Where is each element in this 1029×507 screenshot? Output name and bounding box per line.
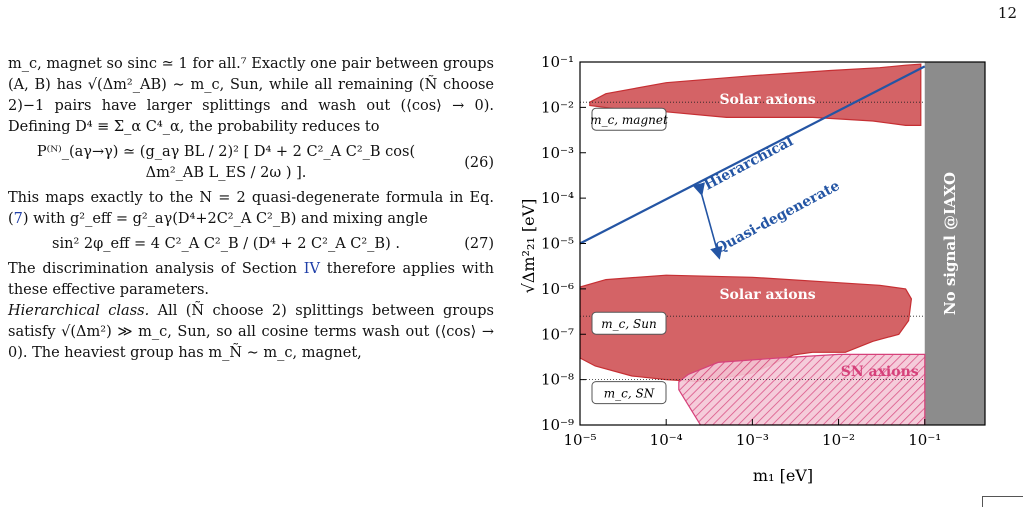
paragraph-3-post: therefore applies with these effective p… <box>8 261 494 298</box>
corner-box <box>982 496 1023 507</box>
x-tick-label-1: 10⁻⁴ <box>650 431 683 449</box>
x-tick-label-0: 10⁻⁵ <box>563 431 596 449</box>
paragraph-4: Hierarchical class. All (Ñ choose 2) spl… <box>8 301 494 364</box>
y-tick-label-4: 10⁻⁵ <box>541 235 574 253</box>
paragraph-2-pre: This maps exactly to the N = 2 quasi-deg… <box>8 190 494 227</box>
reference-label-1: m_c, Sun <box>601 317 656 331</box>
region-label-1: Solar axions <box>719 287 815 303</box>
region-label-2: SN axions <box>841 364 919 380</box>
equation-26-number: (26) <box>464 154 494 171</box>
y-tick-label-8: 10⁻¹ <box>541 53 574 71</box>
reference-label-box-1 <box>591 311 667 335</box>
excluded-band-label: No signal @IAXO <box>941 172 959 315</box>
eq7-link[interactable]: 7 <box>13 211 23 227</box>
y-axis-label: √Δm²₂₁ [eV] <box>520 199 538 294</box>
reference-label-2: m_c, SN <box>604 387 655 401</box>
paragraph-1: m_c, magnet so sinc ≃ 1 for all.⁷ Exactl… <box>8 56 494 135</box>
region-label-0: Solar axions <box>719 92 815 108</box>
paragraph-3: The discrimination analysis of Section I… <box>8 259 494 301</box>
page-number: 12 <box>997 4 1017 22</box>
equation-26-body: P⁽ᴺ⁾_(aγ→γ) ≃ (g_aγ BL / 2)² [ D⁴ + 2 C²… <box>36 144 416 181</box>
y-tick-label-7: 10⁻² <box>541 98 574 116</box>
y-tick-label-3: 10⁻⁶ <box>541 280 574 298</box>
region-2 <box>678 353 926 425</box>
paragraph-4-lead: Hierarchical class. <box>8 303 150 319</box>
excluded-band <box>924 62 985 425</box>
section-iv-link[interactable]: IV <box>303 261 320 277</box>
equation-27: sin² 2φ_eff = 4 C²_A C²_B / (D⁴ + 2 C²_A… <box>8 234 494 255</box>
y-tick-label-0: 10⁻⁹ <box>541 416 574 434</box>
y-tick-label-2: 10⁻⁷ <box>541 325 574 343</box>
equation-27-body: sin² 2φ_eff = 4 C²_A C²_B / (D⁴ + 2 C²_A… <box>52 236 400 252</box>
reference-label-0: m_c, magnet <box>590 113 668 127</box>
paragraph-3-pre: The discrimination analysis of Section <box>8 261 304 277</box>
x-tick-label-4: 10⁻¹ <box>908 431 941 449</box>
text-column: m_c, magnet so sinc ≃ 1 for all.⁷ Exactl… <box>8 54 494 364</box>
line-label-0: Hierarchical <box>702 133 796 193</box>
paragraph-2-post: ) with g²_eff = g²_aγ(D⁴+2C²_A C²_B) and… <box>22 211 428 227</box>
y-tick-label-5: 10⁻⁴ <box>541 189 574 207</box>
x-axis-label: m₁ [eV] <box>753 466 813 485</box>
x-tick-label-3: 10⁻² <box>822 431 855 449</box>
region-arrow <box>692 182 723 260</box>
series-line-0 <box>579 65 926 245</box>
equation-26: P⁽ᴺ⁾_(aγ→γ) ≃ (g_aγ BL / 2)² [ D⁴ + 2 C²… <box>8 142 494 184</box>
reference-label-box-2 <box>591 381 667 405</box>
region-1 <box>580 274 913 383</box>
y-tick-label-6: 10⁻³ <box>541 144 574 162</box>
figure-chart: 10⁻⁵ 10⁻⁴ 10⁻³ 10⁻² 10⁻¹ 10⁻⁹ 10⁻⁸ 10⁻⁷ 10⁻⁶ 10⁻⁵… <box>520 53 986 485</box>
paragraph-2: This maps exactly to the N = 2 quasi-deg… <box>8 188 494 230</box>
line-label-1: Quasi-degenerate <box>712 178 842 257</box>
x-tick-label-2: 10⁻³ <box>736 431 769 449</box>
equation-27-number: (27) <box>464 236 494 252</box>
y-tick-label-1: 10⁻⁸ <box>541 371 574 389</box>
reference-label-box-0 <box>591 107 667 131</box>
paragraph-4-body: All (Ñ choose 2) splittings between grou… <box>8 303 494 361</box>
